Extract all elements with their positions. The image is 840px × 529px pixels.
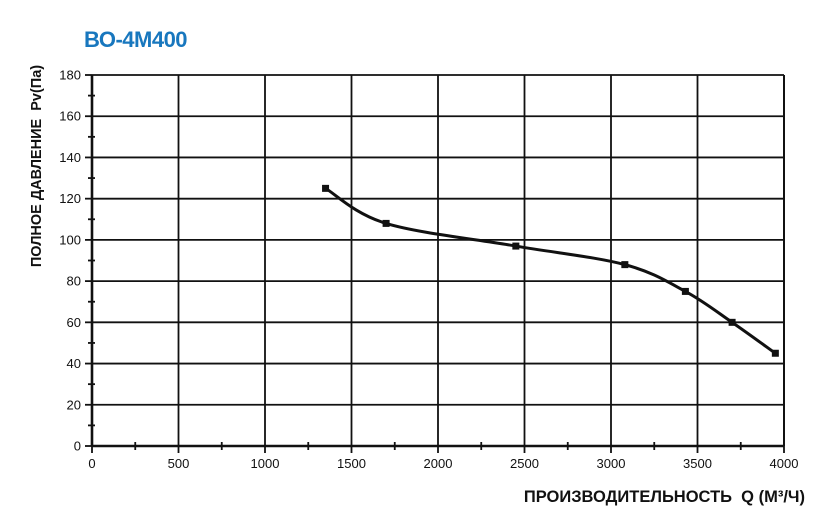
x-axis-title: ПРОИЗВОДИТЕЛЬНОСТЬ Q (М³/Ч) <box>523 488 805 506</box>
y-axis-tick-label: 80 <box>67 274 81 289</box>
x-axis-tick-label: 0 <box>88 456 95 471</box>
x-axis-tick-label: 3000 <box>597 456 626 471</box>
data-point-marker <box>322 184 330 192</box>
performance-curve <box>324 186 777 355</box>
y-axis-tick-label: 20 <box>67 397 81 412</box>
x-axis-tick-label: 500 <box>168 456 190 471</box>
data-point-marker <box>681 287 689 295</box>
data-point-marker <box>728 318 736 326</box>
y-axis-tick-label: 120 <box>59 191 81 206</box>
y-axis-tick-label: 160 <box>59 109 81 124</box>
y-axis-tick-label: 180 <box>59 68 81 83</box>
data-point-marker <box>512 242 520 250</box>
x-axis-tick-label: 2000 <box>424 456 453 471</box>
y-axis-tick-label: 60 <box>67 315 81 330</box>
y-axis-tick-label: 100 <box>59 232 81 247</box>
x-axis-tick-label: 4000 <box>770 456 799 471</box>
data-point-marker <box>621 261 629 269</box>
x-axis-tick-label: 1500 <box>337 456 366 471</box>
data-point-marker <box>771 349 779 357</box>
y-axis-tick-label: 40 <box>67 356 81 371</box>
chart-title: ВО-4М400 <box>84 27 188 52</box>
data-point-marker <box>382 219 390 227</box>
x-axis-tick-label: 3500 <box>683 456 712 471</box>
y-axis-tick-label: 140 <box>59 150 81 165</box>
x-axis-tick-label: 1000 <box>251 456 280 471</box>
x-axis-tick-label: 2500 <box>510 456 539 471</box>
y-axis-tick-label: 0 <box>74 439 81 454</box>
